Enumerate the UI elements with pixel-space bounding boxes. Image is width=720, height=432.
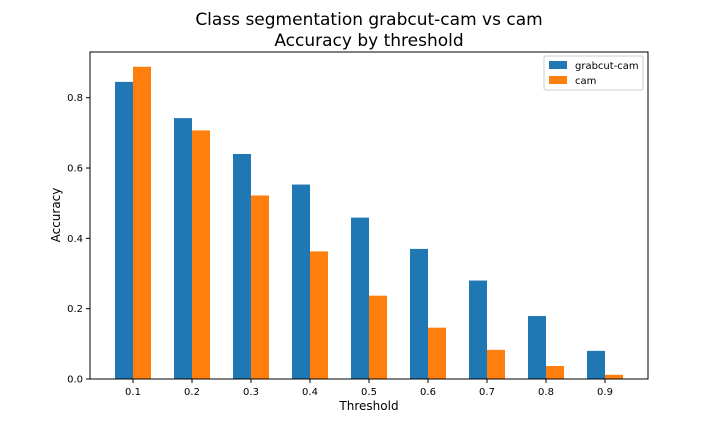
bar-grabcut-cam-0.9 xyxy=(587,350,605,379)
x-axis-ticks: 0.1 0.2 0.3 0.4 0.5 0.6 0.7 0.8 0.9 xyxy=(125,379,613,398)
legend-label-grabcut-cam: grabcut-cam xyxy=(575,61,639,72)
y-axis-ticks: 0.0 0.2 0.4 0.6 0.8 xyxy=(67,93,90,386)
plot-area-frame xyxy=(89,51,649,380)
bar-grabcut-cam-0.1 xyxy=(115,81,133,380)
bar-grabcut-cam-0.2 xyxy=(174,118,192,380)
bars-group xyxy=(115,66,623,380)
bar-cam-0.2 xyxy=(192,130,210,379)
bar-grabcut-cam-0.7 xyxy=(469,280,487,379)
bar-cam-0.5 xyxy=(369,295,387,379)
bar-cam-0.9 xyxy=(605,374,623,379)
bar-cam-0.7 xyxy=(487,349,505,379)
chart-title-line-1: Class segmentation grabcut-cam vs cam xyxy=(195,10,542,30)
bar-grabcut-cam-0.8 xyxy=(528,316,546,379)
x-tick-label: 0.5 xyxy=(361,387,377,398)
y-tick-label: 0.4 xyxy=(67,234,83,245)
x-tick-label: 0.9 xyxy=(597,387,613,398)
x-tick-label: 0.1 xyxy=(125,387,141,398)
legend-label-cam: cam xyxy=(575,76,596,87)
chart-title-line-2: Accuracy by threshold xyxy=(274,31,463,51)
bar-cam-0.6 xyxy=(428,327,446,379)
y-tick-label: 0.6 xyxy=(67,164,83,175)
y-tick-label: 0.2 xyxy=(67,304,83,315)
bar-grabcut-cam-0.4 xyxy=(292,184,310,379)
bar-grabcut-cam-0.6 xyxy=(410,248,428,379)
y-tick-label: 0.0 xyxy=(67,375,83,386)
bar-grabcut-cam-0.3 xyxy=(233,153,251,379)
bar-cam-0.4 xyxy=(310,251,328,379)
x-tick-label: 0.4 xyxy=(302,387,318,398)
x-tick-label: 0.6 xyxy=(420,387,436,398)
y-tick-label: 0.8 xyxy=(67,93,83,104)
x-tick-label: 0.7 xyxy=(479,387,495,398)
legend-swatch-grabcut-cam xyxy=(549,61,567,69)
y-axis-label: Accuracy xyxy=(49,188,63,243)
x-axis-label: Threshold xyxy=(338,399,398,413)
legend-swatch-cam xyxy=(549,76,567,84)
bar-cam-0.8 xyxy=(546,365,564,379)
x-tick-label: 0.8 xyxy=(538,387,554,398)
legend: grabcut-cam cam xyxy=(543,55,644,91)
bar-cam-0.1 xyxy=(133,66,151,380)
bar-grabcut-cam-0.5 xyxy=(351,217,369,379)
x-tick-label: 0.3 xyxy=(243,387,259,398)
bar-cam-0.3 xyxy=(251,195,269,379)
x-tick-label: 0.2 xyxy=(184,387,200,398)
legend-frame xyxy=(543,55,644,91)
